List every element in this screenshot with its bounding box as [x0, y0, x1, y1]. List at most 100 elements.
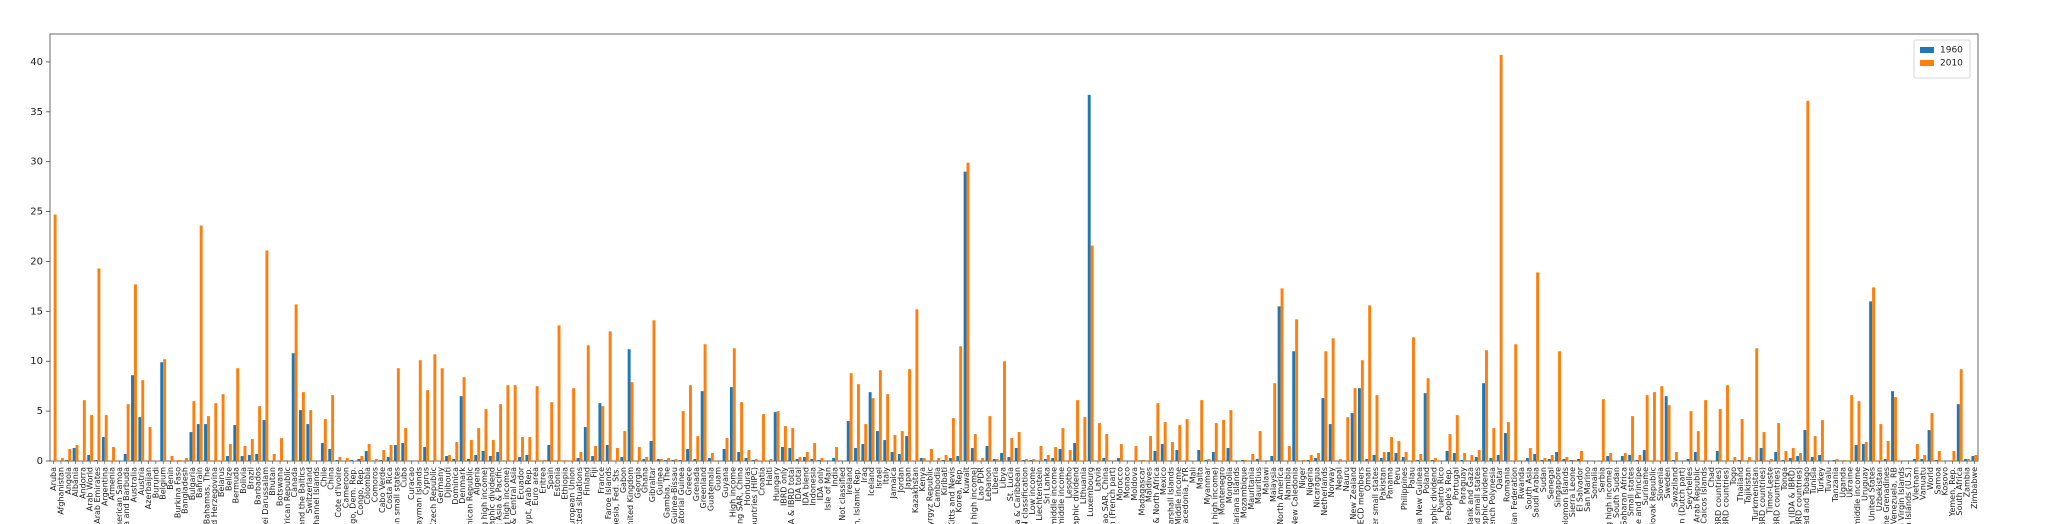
- x-tick-label: Netherlands: [1320, 467, 1329, 516]
- x-tick-label: South Asia: [1524, 467, 1533, 510]
- bar: [1211, 452, 1215, 461]
- bar: [905, 436, 909, 461]
- x-tick-label: Comoros: [370, 467, 379, 502]
- bar: [1521, 460, 1525, 461]
- bar: [572, 388, 576, 461]
- bar: [1003, 361, 1006, 461]
- bar: [247, 455, 251, 461]
- x-tick-label: Iceland: [867, 467, 876, 496]
- bar: [1302, 460, 1306, 461]
- x-tick-label: Malawi: [1261, 467, 1270, 495]
- bar: [1693, 452, 1697, 461]
- bar: [1433, 458, 1437, 461]
- bar: [1832, 460, 1836, 461]
- bar: [491, 440, 495, 461]
- bar: [1956, 404, 1960, 461]
- bar: [1606, 456, 1610, 461]
- x-tick-label: Suriname: [1641, 467, 1650, 505]
- x-tick-label: United States: [1868, 467, 1877, 521]
- bar: [357, 459, 361, 461]
- bar: [1390, 437, 1394, 461]
- x-tick-label: Morocco: [1115, 467, 1124, 501]
- bar: [101, 437, 105, 461]
- x-tick-label: Myanmar: [1203, 466, 1212, 504]
- bar: [1097, 423, 1101, 461]
- x-tick-label: Qatar: [1495, 466, 1504, 489]
- bar: [1375, 395, 1379, 461]
- x-tick-label: Guinea: [655, 467, 664, 495]
- bar: [1499, 54, 1503, 462]
- bar: [1496, 455, 1500, 461]
- bar: [452, 459, 456, 461]
- bar: [1321, 398, 1325, 461]
- x-tick-label: Burkina Faso: [173, 467, 182, 518]
- bar: [1292, 351, 1296, 461]
- x-tick-label: Germany: [436, 467, 445, 504]
- x-tick-label: Macao SAR, China: [1101, 467, 1110, 524]
- x-tick-label: Venezuela, RB: [1890, 467, 1899, 524]
- bar: [221, 394, 225, 461]
- x-tick-label: Antigua and Barbuda: [122, 467, 131, 524]
- x-tick-label: Guinea-Bissau: [670, 467, 679, 524]
- x-tick-label: New Caledonia: [1291, 467, 1300, 524]
- x-tick-label: Aruba: [49, 467, 58, 491]
- bar: [1251, 454, 1255, 461]
- x-tick-label: Heavily indebted poor countries (HIPC): [750, 467, 759, 524]
- x-tick-label: Costa Rica: [385, 467, 394, 509]
- bar: [608, 331, 612, 461]
- bar: [1382, 452, 1386, 461]
- bar: [985, 446, 989, 461]
- bar: [374, 459, 378, 461]
- x-tick-label: IBRD only: [779, 467, 788, 506]
- bar: [856, 384, 860, 461]
- bar: [1000, 453, 1004, 461]
- bar: [306, 424, 310, 461]
- x-tick-label: Singapore: [1554, 467, 1563, 507]
- bar: [82, 400, 86, 461]
- bar: [1270, 456, 1274, 461]
- bar: [1445, 451, 1449, 461]
- x-tick-label: Sudan: [1539, 467, 1548, 492]
- x-tick-label: Burundi: [151, 467, 160, 498]
- bar: [890, 452, 894, 461]
- bar: [1043, 459, 1047, 461]
- x-tick-label: Sweden: [1663, 467, 1672, 499]
- bar: [525, 455, 529, 461]
- bar: [1029, 460, 1033, 461]
- bar: [649, 441, 653, 461]
- bar: [1397, 441, 1401, 461]
- bar: [1740, 419, 1744, 461]
- bar: [900, 431, 904, 461]
- x-tick-label: Kyrgyz Republic: [926, 467, 935, 524]
- bar: [1477, 450, 1481, 461]
- x-tick-label: Oman: [1364, 467, 1373, 491]
- bar: [1528, 448, 1532, 461]
- bar: [1175, 450, 1179, 461]
- bar: [1061, 428, 1065, 461]
- bar: [1265, 460, 1269, 461]
- x-tick-label: Macedonia, FYR: [1181, 467, 1190, 524]
- bar: [112, 447, 115, 461]
- x-tick-label: Rwanda: [1517, 467, 1526, 499]
- bar: [1022, 460, 1025, 461]
- bar: [1470, 455, 1474, 461]
- x-tick-label: Canada: [290, 467, 299, 498]
- bar: [301, 392, 305, 461]
- y-tick-label: 25: [30, 207, 43, 218]
- bar: [1138, 460, 1142, 461]
- x-tick-label: Cameroon: [341, 467, 350, 508]
- x-tick-label: India: [831, 467, 840, 487]
- x-tick-label: Maldives: [1145, 467, 1154, 502]
- bar: [897, 454, 901, 461]
- bar: [1777, 423, 1781, 461]
- bar: [1533, 454, 1537, 461]
- x-tick-label: Lithuania: [1079, 467, 1088, 504]
- x-tick-label: St. Kitts and Nevis: [947, 467, 956, 524]
- bar: [1171, 442, 1174, 461]
- bar: [477, 428, 481, 461]
- x-tick-label: Gabon: [619, 467, 628, 493]
- bar: [1715, 451, 1719, 461]
- x-tick-label: Malaysia: [1269, 467, 1278, 502]
- x-tick-label: Montenegro: [1218, 467, 1227, 515]
- bar: [1134, 446, 1138, 461]
